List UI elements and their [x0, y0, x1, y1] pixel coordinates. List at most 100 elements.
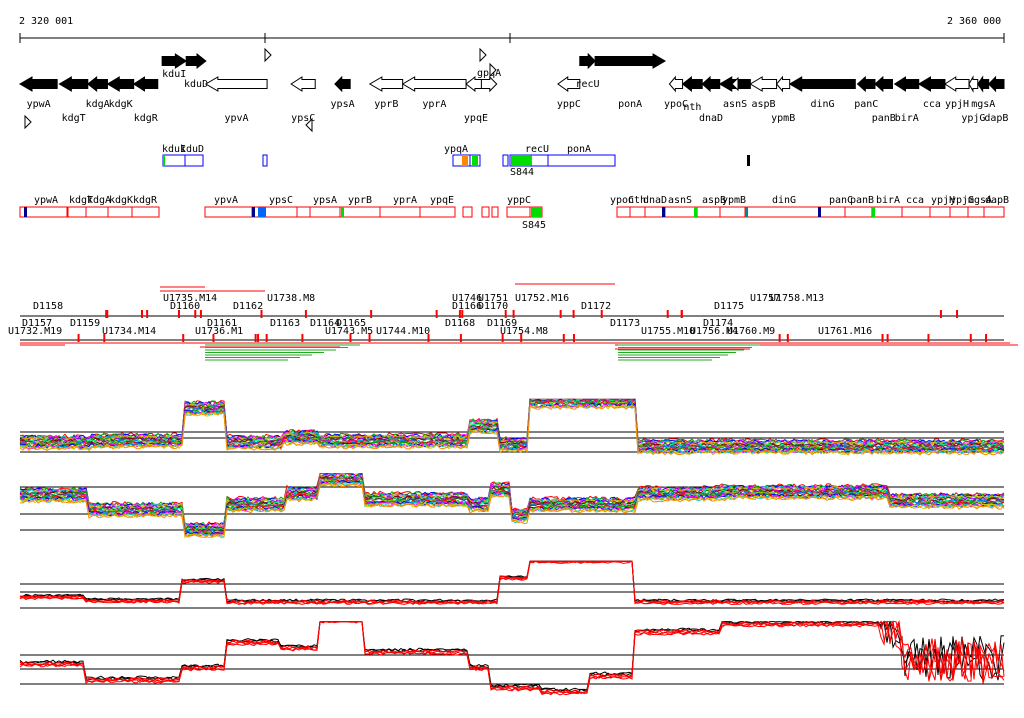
- upper-segment-mark: [163, 155, 165, 166]
- upper-segment-label: ypqA: [444, 144, 468, 155]
- gene-label-kdgK: kdgK: [109, 99, 133, 110]
- lower-segment-mark: [818, 207, 821, 217]
- lower-segment-box: [844, 206, 873, 218]
- lower-segment-label: kdgT: [69, 195, 93, 206]
- lower-segment-mark: [872, 207, 875, 217]
- lower-segment-box: [967, 206, 985, 218]
- gene-label-kdgA: kdgA: [86, 99, 110, 110]
- gene-arrow-ypvA: [204, 76, 268, 92]
- expression-profiles: [19, 398, 1005, 696]
- lower-segment-box: [629, 206, 646, 218]
- profile-line: [19, 560, 1005, 604]
- gene-label-ponA: ponA: [618, 99, 642, 110]
- gene-label-ypsC: ypsC: [291, 113, 315, 124]
- lower-segment-box: [67, 206, 87, 218]
- lower-segment-box: [309, 206, 341, 218]
- lower-segment-label: ypsC: [269, 195, 293, 206]
- coordinate-ruler: 2 320 001 2 360 000: [19, 16, 1005, 43]
- gene-arrow-dnaD: [701, 75, 721, 93]
- transcript-label: U1752.M16: [515, 293, 569, 304]
- transcript-label: D1169: [487, 318, 517, 329]
- panel-4: [19, 619, 1005, 696]
- ruler-ticks: [19, 33, 1005, 43]
- lower-segment-box: [616, 206, 631, 218]
- gene-arrow-ypwA: [19, 76, 58, 92]
- panel-1: [19, 398, 1005, 456]
- upper-segment-box: [530, 154, 549, 167]
- lower-segment-label: dapB: [985, 195, 1009, 206]
- profile-line: [19, 619, 1005, 695]
- lower-segment-label: dinG: [772, 195, 796, 206]
- lower-segment-label: birA: [876, 195, 900, 206]
- upper-segment-label: kduI: [162, 144, 186, 155]
- transcript-label: U1732.M19: [8, 326, 62, 337]
- gene-label-ypwA: ypwA: [27, 99, 51, 110]
- lower-segment-box: [131, 206, 160, 218]
- transcript-label: U1751: [478, 293, 508, 304]
- gene-arrow-yprA: [401, 76, 467, 92]
- lower-segment-box: [491, 206, 499, 218]
- profile-line: [19, 404, 1005, 456]
- gene-label-kdgR: kdgR: [134, 113, 159, 124]
- upper-segment-box: [547, 154, 616, 167]
- lower-segment-label: cca: [906, 195, 924, 206]
- lower-segment-box: [819, 206, 846, 218]
- gene-arrow-kdgT: [58, 76, 89, 92]
- lower-segment-label: yprB: [348, 195, 372, 206]
- gene-label-kduD: kduD: [184, 79, 208, 90]
- gene-label-panB: panB: [872, 113, 896, 124]
- gene-arrow-ponA: [594, 53, 667, 69]
- profile-line: [19, 560, 1005, 605]
- upper-segment-mark: [511, 155, 531, 166]
- upper-segment-mark: [747, 155, 750, 166]
- lower-segment-box: [949, 206, 969, 218]
- transcript-label: D1175: [714, 301, 744, 312]
- lower-segment-mark: [745, 207, 748, 217]
- lower-segment-label: ypmB: [722, 195, 746, 206]
- gene-label-yppC: yppC: [557, 99, 581, 110]
- lower-segment-box: [107, 206, 133, 218]
- upper-segment-box: [502, 154, 509, 167]
- lower-segment-box: [901, 206, 931, 218]
- transcript-label: U1758.M13: [770, 293, 824, 304]
- gene-label-ypjH: ypjH: [945, 99, 969, 110]
- lower-segment-label: ypjG: [950, 195, 974, 206]
- upper-segment-box: [162, 154, 186, 167]
- transcript-label: U1743.M5: [325, 326, 373, 337]
- lower-segment-label: S845: [522, 220, 546, 231]
- transcript-label: D1174: [703, 318, 733, 329]
- gene-label-aspB: aspB: [751, 99, 775, 110]
- gene-arrow-kduD: [185, 52, 207, 70]
- lower-segment-mark: [252, 207, 255, 217]
- lower-segment-box: [462, 206, 473, 218]
- transcript-label: U1734.M14: [102, 326, 156, 337]
- lower-segment-box: [744, 206, 821, 218]
- lower-segment-label: ypoC: [610, 195, 634, 206]
- profile-line: [19, 621, 1005, 695]
- lower-segment-label: ypvA: [214, 195, 238, 206]
- lower-segment-box: [506, 206, 531, 218]
- partial-feature-marker: [264, 47, 272, 63]
- ruler-end-label: 2 360 000: [947, 16, 1001, 27]
- gene-arrow-kdgK: [106, 76, 135, 92]
- lower-segment-mark: [341, 207, 344, 217]
- transcript-label: U1757: [750, 293, 780, 304]
- gene-label-ypoC: ypoC: [664, 99, 688, 110]
- gene-label-birA: birA: [895, 113, 919, 124]
- lower-segment-box: [419, 206, 456, 218]
- profile-line: [19, 560, 1005, 604]
- lower-segment-label: aspB: [702, 195, 726, 206]
- gene-arrow-recU: [579, 52, 596, 70]
- lower-segment-label: mgsA: [968, 195, 992, 206]
- upper-segment-box: [184, 154, 204, 167]
- upper-segment-label: recU: [525, 144, 549, 155]
- lower-segment-box: [696, 206, 721, 218]
- gene-arrow-ypsA: [334, 75, 351, 93]
- gene-arrow-kdgR: [132, 76, 159, 92]
- gene-label-yprA: yprA: [422, 99, 446, 110]
- ruler-start-label: 2 320 001: [19, 16, 73, 27]
- transcript-label: D1157: [22, 318, 52, 329]
- gene-label-dapB: dapB: [984, 113, 1008, 124]
